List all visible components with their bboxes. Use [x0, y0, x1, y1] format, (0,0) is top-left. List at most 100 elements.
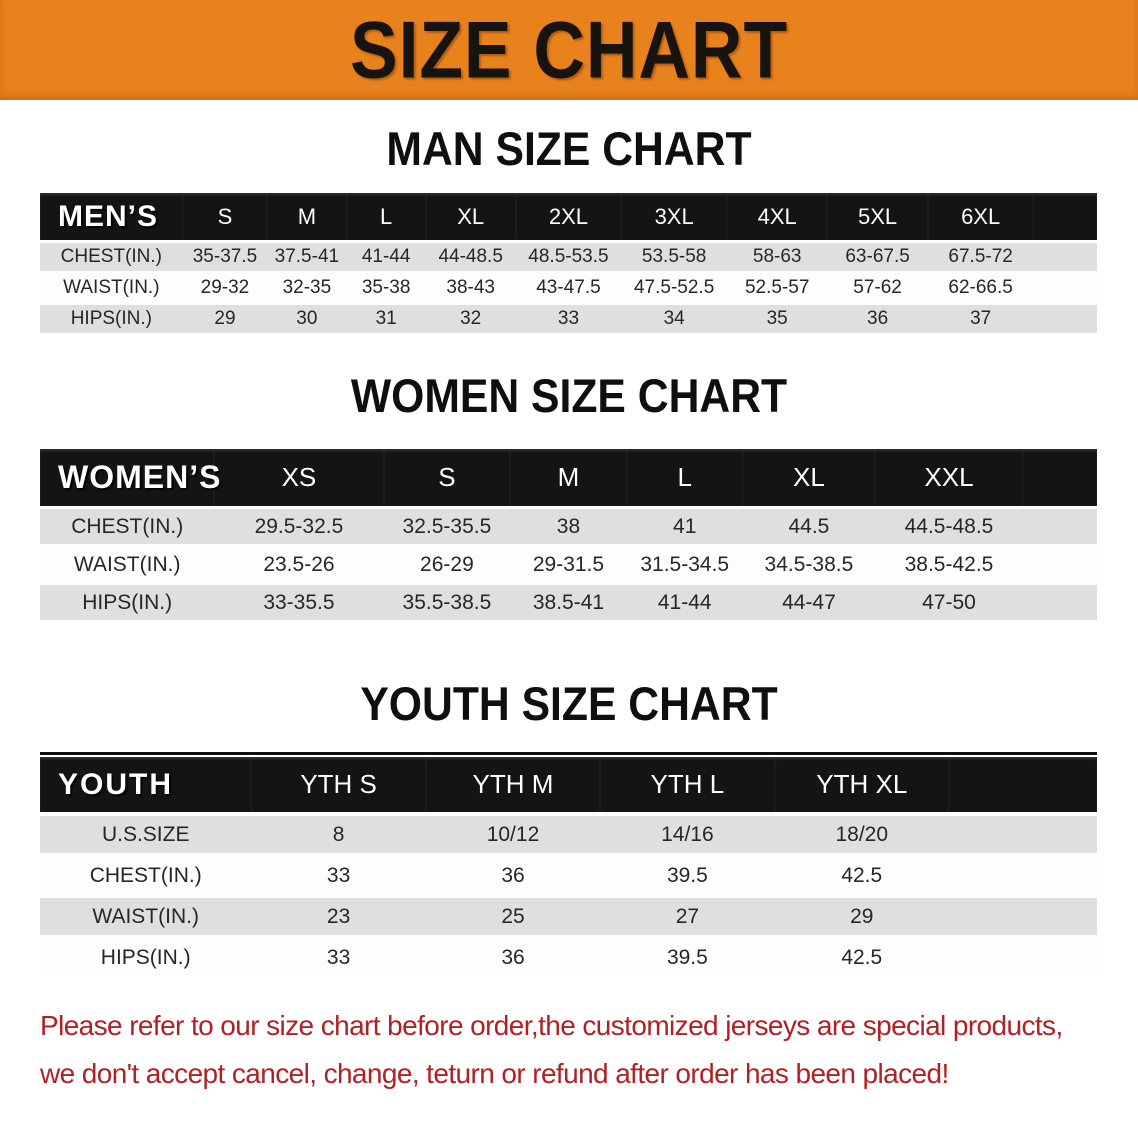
size-cell: 38-43: [425, 271, 516, 302]
size-cell: 33-35.5: [214, 582, 384, 620]
note-line-2: we don't accept cancel, change, teturn o…: [40, 1058, 949, 1089]
size-column-header: 4XL: [726, 193, 828, 240]
men-section-heading: MAN SIZE CHART: [386, 123, 752, 176]
youth-ussize-row: U.S.SIZE 8 10/12 14/16 18/20: [40, 812, 1097, 853]
filler-cell: [1022, 582, 1097, 620]
men-table-title: MEN’S: [40, 193, 183, 240]
size-cell: 33: [251, 935, 426, 976]
size-cell: 62-66.5: [927, 271, 1034, 302]
size-column-header: XS: [214, 449, 384, 506]
filler-header-cell: [1022, 449, 1097, 506]
size-column-header: XXL: [874, 449, 1023, 506]
size-cell: 27: [600, 894, 775, 935]
size-cell: 32-35: [267, 271, 347, 302]
men-section: MAN SIZE CHART MEN’S S M L XL 2XL 3XL 4X…: [0, 123, 1138, 333]
size-cell: 34: [621, 302, 727, 333]
filler-cell: [1022, 506, 1097, 544]
size-cell: 35.5-38.5: [383, 582, 511, 620]
youth-hips-row: HIPS(IN.) 33 36 39.5 42.5: [40, 935, 1097, 976]
filler-cell: [948, 894, 1097, 935]
row-label: WAIST(IN.): [40, 271, 183, 302]
size-cell: 36: [827, 302, 928, 333]
size-chart-banner: SIZE CHART: [0, 0, 1138, 100]
filler-cell: [948, 935, 1097, 976]
filler-cell: [1033, 271, 1097, 302]
size-column-header: L: [346, 193, 426, 240]
size-column-header: 5XL: [827, 193, 928, 240]
filler-cell: [1033, 240, 1097, 271]
size-cell: 32: [425, 302, 516, 333]
size-column-header: YTH XL: [774, 755, 949, 812]
youth-section-heading: YOUTH SIZE CHART: [360, 678, 778, 731]
women-header-row: WOMEN’S XS S M L XL XXL: [40, 449, 1097, 506]
women-table-title: WOMEN’S: [40, 449, 220, 506]
size-cell: 41-44: [346, 240, 426, 271]
size-cell: 39.5: [600, 853, 775, 894]
men-chest-row: CHEST(IN.) 35-37.5 37.5-41 41-44 44-48.5…: [40, 240, 1097, 271]
size-cell: 33: [515, 302, 622, 333]
size-cell: 44-47: [742, 582, 875, 620]
size-column-header: XL: [742, 449, 875, 506]
filler-cell: [1022, 544, 1097, 582]
size-cell: 31.5-34.5: [626, 544, 743, 582]
size-cell: 32.5-35.5: [383, 506, 511, 544]
men-size-table: MEN’S S M L XL 2XL 3XL 4XL 5XL 6XL CHEST…: [40, 193, 1097, 333]
youth-table-title: YOUTH: [40, 755, 252, 812]
row-label: CHEST(IN.): [40, 240, 183, 271]
row-label: CHEST(IN.): [40, 853, 252, 894]
size-column-header: 6XL: [927, 193, 1034, 240]
row-label: HIPS(IN.): [40, 582, 215, 620]
size-cell: 26-29: [383, 544, 511, 582]
size-column-header: 3XL: [621, 193, 727, 240]
women-size-table: WOMEN’S XS S M L XL XXL CHEST(IN.) 29.5-…: [40, 449, 1097, 620]
size-column-header: 2XL: [515, 193, 622, 240]
filler-cell: [1033, 302, 1097, 333]
size-cell: 53.5-58: [621, 240, 727, 271]
youth-size-table: YOUTH YTH S YTH M YTH L YTH XL U.S.SIZE …: [40, 752, 1097, 976]
size-cell: 33: [251, 853, 426, 894]
row-label: U.S.SIZE: [40, 812, 252, 853]
row-label: WAIST(IN.): [40, 894, 252, 935]
row-label: WAIST(IN.): [40, 544, 215, 582]
size-cell: 18/20: [774, 812, 949, 853]
size-column-header: YTH M: [425, 755, 601, 812]
size-cell: 29-32: [182, 271, 268, 302]
size-column-header: M: [267, 193, 347, 240]
size-cell: 31: [346, 302, 426, 333]
size-cell: 37.5-41: [267, 240, 347, 271]
size-cell: 36: [425, 853, 601, 894]
women-section: WOMEN SIZE CHART WOMEN’S XS S M L XL XXL…: [0, 370, 1138, 620]
size-cell: 42.5: [774, 853, 949, 894]
size-cell: 10/12: [425, 812, 601, 853]
size-cell: 23.5-26: [214, 544, 384, 582]
row-label: HIPS(IN.): [40, 302, 183, 333]
men-hips-row: HIPS(IN.) 29 30 31 32 33 34 35 36 37: [40, 302, 1097, 333]
size-cell: 52.5-57: [726, 271, 828, 302]
note-line-1: Please refer to our size chart before or…: [40, 1010, 1063, 1041]
women-waist-row: WAIST(IN.) 23.5-26 26-29 29-31.5 31.5-34…: [40, 544, 1097, 582]
size-cell: 57-62: [827, 271, 928, 302]
size-cell: 25: [425, 894, 601, 935]
size-cell: 38.5-41: [510, 582, 627, 620]
size-cell: 29.5-32.5: [214, 506, 384, 544]
men-waist-row: WAIST(IN.) 29-32 32-35 35-38 38-43 43-47…: [40, 271, 1097, 302]
size-cell: 48.5-53.5: [515, 240, 622, 271]
women-section-heading: WOMEN SIZE CHART: [350, 370, 788, 423]
women-hips-row: HIPS(IN.) 33-35.5 35.5-38.5 38.5-41 41-4…: [40, 582, 1097, 620]
size-cell: 38: [510, 506, 627, 544]
size-cell: 29: [774, 894, 949, 935]
size-cell: 47-50: [874, 582, 1023, 620]
youth-section: YOUTH SIZE CHART YOUTH YTH S YTH M YTH L…: [0, 678, 1138, 976]
size-cell: 44.5: [742, 506, 875, 544]
size-cell: 44.5-48.5: [874, 506, 1023, 544]
size-column-header: YTH S: [251, 755, 426, 812]
women-chest-row: CHEST(IN.) 29.5-32.5 32.5-35.5 38 41 44.…: [40, 506, 1097, 544]
size-cell: 14/16: [600, 812, 775, 853]
youth-chest-row: CHEST(IN.) 33 36 39.5 42.5: [40, 853, 1097, 894]
size-column-header: L: [626, 449, 743, 506]
row-label: CHEST(IN.): [40, 506, 215, 544]
filler-cell: [948, 812, 1097, 853]
size-cell: 30: [267, 302, 347, 333]
size-cell: 43-47.5: [515, 271, 622, 302]
size-cell: 58-63: [726, 240, 828, 271]
